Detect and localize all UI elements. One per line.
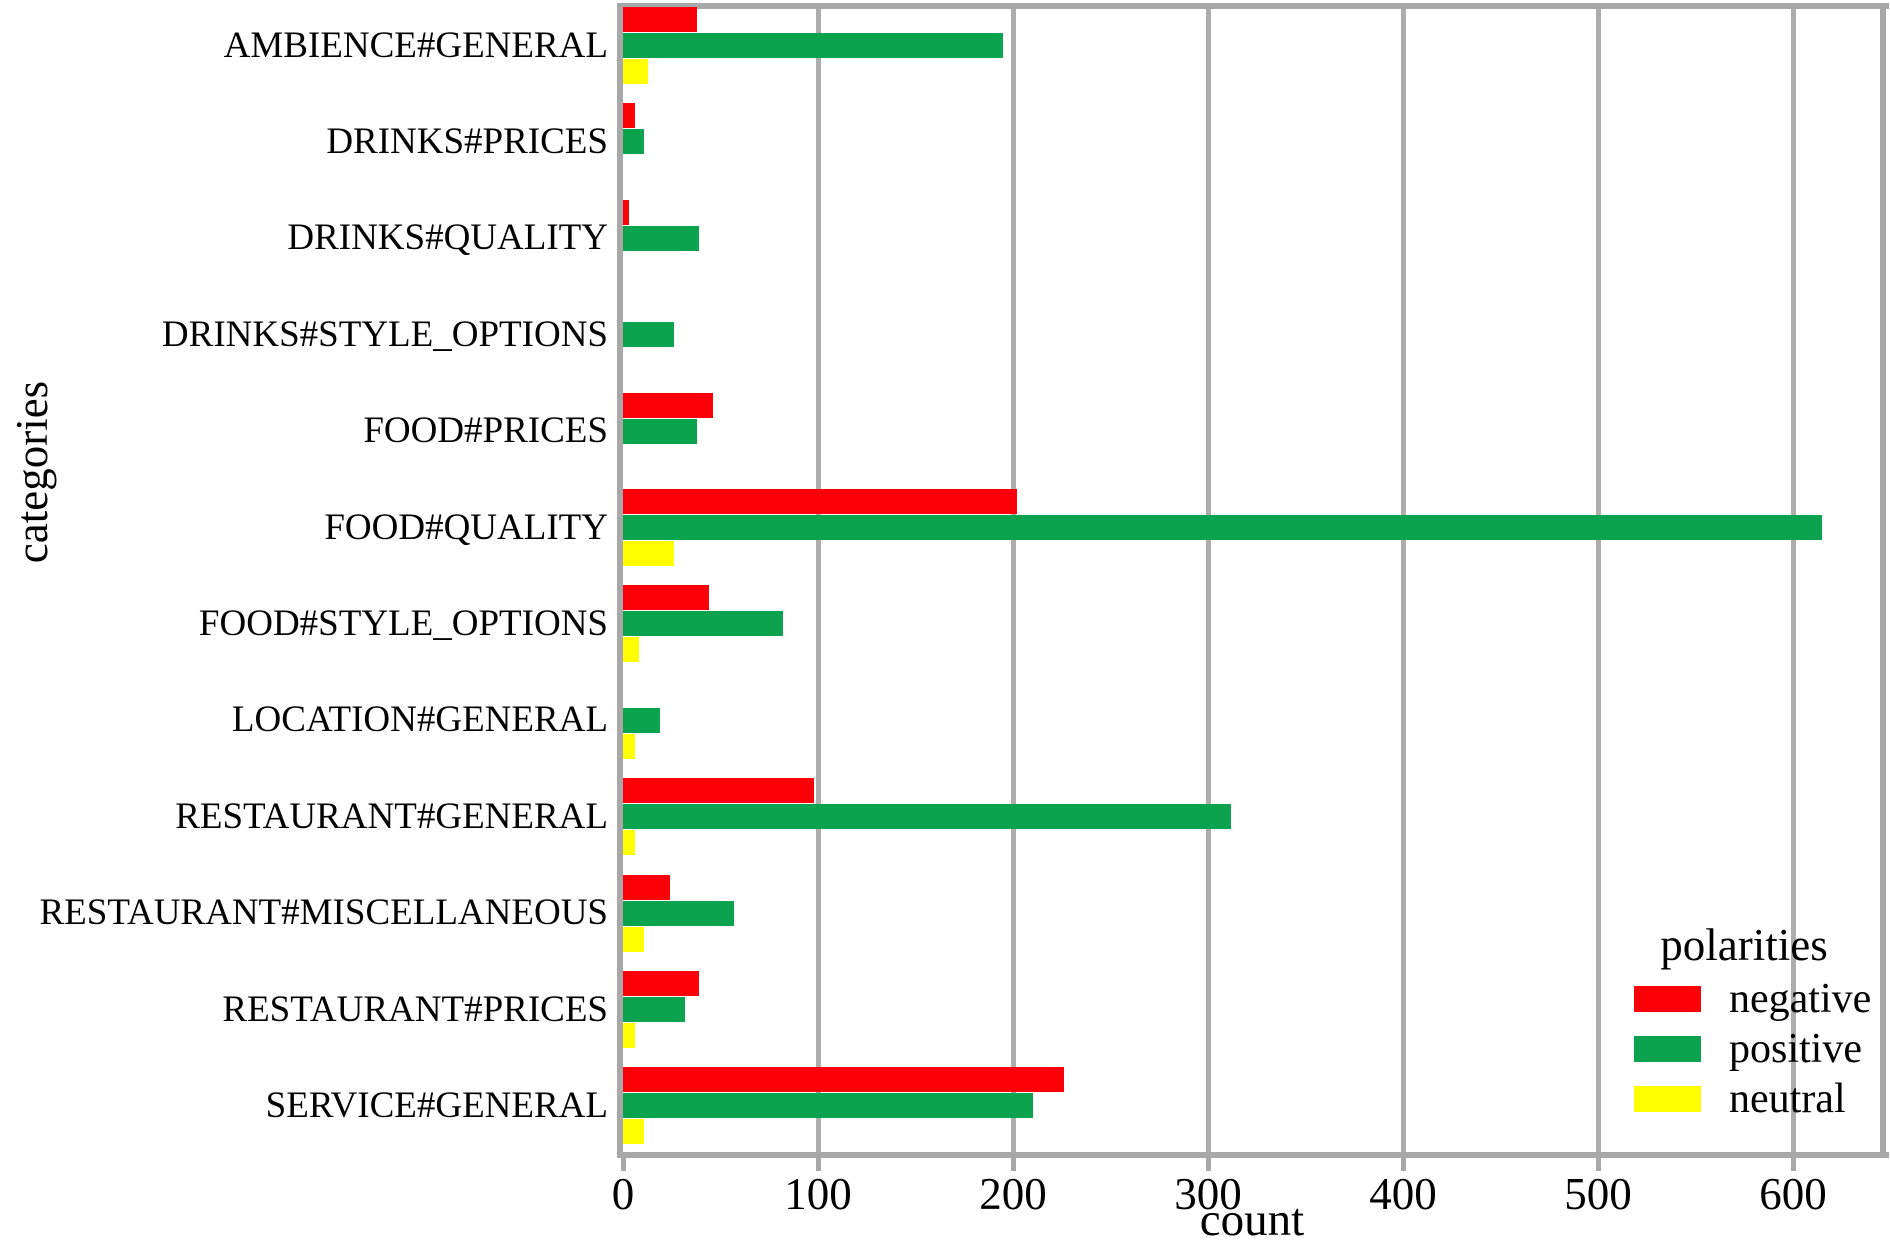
category-label: LOCATION#GENERAL: [231, 699, 608, 741]
category-label: DRINKS#PRICES: [326, 120, 608, 162]
bar-neutral: [623, 830, 635, 856]
tick-mark-500: [1595, 1158, 1601, 1171]
tick-mark-300: [1205, 1158, 1211, 1171]
bottom-spine: [617, 1152, 1889, 1158]
category-label: DRINKS#QUALITY: [287, 217, 608, 259]
gridline-x-500: [1595, 3, 1601, 1155]
x-tick-label-600: 600: [1759, 1169, 1827, 1219]
category-label: FOOD#QUALITY: [324, 506, 608, 548]
bar-positive: [623, 129, 644, 155]
x-axis-label: count: [1199, 1194, 1305, 1246]
bar-positive: [623, 33, 1003, 58]
x-tick-label-100: 100: [784, 1169, 852, 1219]
bar-neutral: [623, 1119, 644, 1145]
gridline-x-100: [815, 3, 821, 1155]
legend: polarities negative positive neutral: [1628, 916, 1871, 1124]
bar-neutral: [623, 1023, 635, 1048]
category-label: SERVICE#GENERAL: [265, 1084, 608, 1126]
bar-negative: [623, 585, 709, 611]
tick-mark-100: [815, 1158, 821, 1171]
x-tick-label-400: 400: [1369, 1169, 1437, 1219]
bar-neutral: [623, 541, 674, 566]
gridline-x-200: [1010, 3, 1016, 1155]
top-spine: [617, 3, 1889, 9]
bar-neutral: [623, 59, 648, 84]
bar-neutral: [623, 926, 644, 952]
bar-negative: [623, 199, 629, 225]
category-label: RESTAURANT#PRICES: [222, 988, 608, 1030]
legend-row-positive: positive: [1628, 1024, 1862, 1074]
left-spine: [617, 3, 623, 1158]
bar-positive: [623, 900, 734, 926]
bar-negative: [623, 392, 713, 418]
legend-swatch-negative: [1634, 986, 1701, 1012]
bar-positive: [623, 322, 674, 348]
gridline-x-300: [1205, 3, 1211, 1155]
bar-negative: [623, 489, 1017, 514]
legend-label-positive: positive: [1729, 1026, 1862, 1072]
bar-negative: [623, 971, 699, 996]
bar-positive: [623, 225, 699, 251]
legend-swatch-neutral: [1634, 1086, 1701, 1112]
category-label: RESTAURANT#GENERAL: [175, 795, 608, 837]
category-label: DRINKS#STYLE_OPTIONS: [161, 313, 608, 355]
legend-label-neutral: neutral: [1729, 1076, 1846, 1122]
legend-swatch-positive: [1634, 1036, 1701, 1062]
gridline-x-400: [1400, 3, 1406, 1155]
right-spine: [1880, 3, 1886, 1158]
tick-mark-400: [1400, 1158, 1406, 1171]
x-tick-label-0: 0: [611, 1169, 635, 1219]
category-label: FOOD#PRICES: [363, 410, 608, 452]
legend-label-negative: negative: [1729, 976, 1872, 1022]
bar-neutral: [623, 637, 639, 663]
bar-positive: [623, 707, 660, 733]
x-tick-label-200: 200: [979, 1169, 1047, 1219]
legend-items: negative positive neutral: [1628, 974, 1871, 1124]
tick-mark-200: [1010, 1158, 1016, 1171]
legend-title: polarities: [1660, 920, 1828, 970]
bar-positive: [623, 997, 685, 1022]
category-label: RESTAURANT#MISCELLANEOUS: [39, 892, 609, 934]
bar-negative: [623, 874, 670, 900]
bar-negative: [623, 778, 814, 804]
bar-positive: [623, 611, 783, 637]
bar-positive: [623, 804, 1231, 830]
bar-negative: [623, 1067, 1064, 1093]
tick-mark-600: [1790, 1158, 1796, 1171]
bar-neutral: [623, 733, 635, 759]
tick-mark-0: [620, 1158, 626, 1171]
x-tick-label-500: 500: [1564, 1169, 1632, 1219]
bar-positive: [623, 515, 1822, 540]
bar-positive: [623, 418, 697, 444]
x-tick-label-300: 300: [1174, 1169, 1242, 1219]
legend-row-negative: negative: [1628, 974, 1871, 1024]
gridline-x-600: [1790, 3, 1796, 1155]
category-label: FOOD#STYLE_OPTIONS: [198, 602, 608, 644]
category-label: AMBIENCE#GENERAL: [223, 24, 608, 66]
bar-positive: [623, 1093, 1033, 1119]
bar-negative: [623, 103, 635, 129]
bar-negative: [623, 7, 697, 32]
legend-row-neutral: neutral: [1628, 1074, 1860, 1124]
